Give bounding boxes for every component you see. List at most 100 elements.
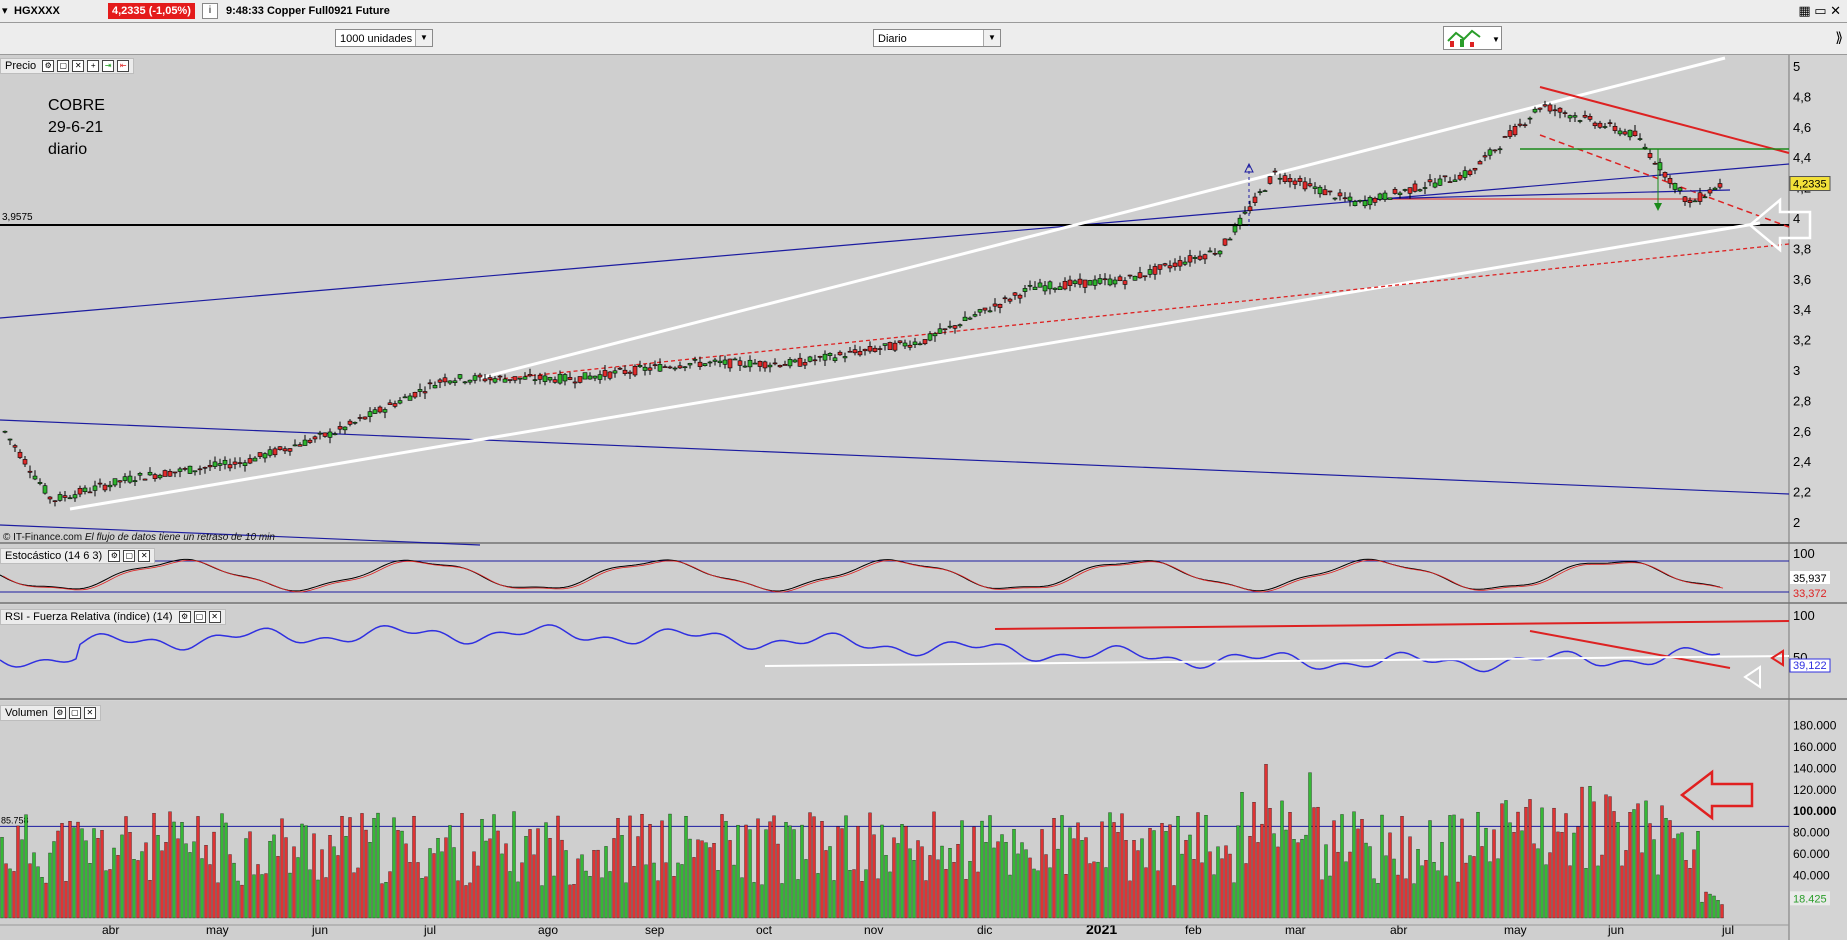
volume-bar (1692, 849, 1696, 919)
candle-body (1047, 281, 1053, 290)
arrow-down-icon (1654, 203, 1662, 211)
volume-bar (904, 826, 908, 919)
info-icon[interactable]: i (202, 3, 218, 19)
rsi-tick-100: 100 (1793, 608, 1815, 623)
volume-bar (568, 884, 572, 919)
window-controls[interactable]: ▦ ▭ ✕ (1798, 3, 1841, 18)
candle-body (1007, 298, 1013, 302)
candle-body (1457, 174, 1463, 180)
candle-body (597, 374, 603, 380)
volume-bar (1708, 893, 1712, 919)
volume-bar (348, 817, 352, 919)
volume-bar (984, 842, 988, 919)
close-icon[interactable]: ✕ (208, 611, 221, 624)
volume-bar (428, 848, 432, 919)
volume-bar (1600, 854, 1604, 919)
volume-bar (92, 828, 96, 919)
volume-bar (920, 846, 924, 919)
maximize-icon[interactable]: ▢ (123, 550, 136, 563)
maximize-icon[interactable]: ▢ (193, 611, 206, 624)
volume-bar (1524, 807, 1528, 919)
candle-body (647, 367, 653, 371)
volume-bar (1636, 803, 1640, 919)
volume-bar (696, 839, 700, 919)
volume-bar (1596, 865, 1600, 919)
volume-bar (1652, 839, 1656, 919)
candle-body (1637, 138, 1643, 140)
candle-body (677, 365, 683, 369)
wrench-icon[interactable]: ⚙ (53, 707, 66, 720)
candle-body (1022, 288, 1028, 292)
volume-bar (320, 849, 324, 919)
volume-bar (1644, 800, 1648, 919)
volume-bar (780, 883, 784, 919)
remove-icon[interactable]: ⇤ (117, 60, 130, 73)
x-tick-label: jun (1607, 923, 1624, 937)
volume-bar (476, 865, 480, 919)
chart-toolbar: 1000 unidades ▼ Diario ▼ ▼ ⟫ (0, 23, 1847, 55)
candle-body (1437, 178, 1443, 186)
volume-bar (1124, 840, 1128, 919)
volume-bar (460, 813, 464, 919)
menu-dropdown-icon[interactable]: ▾ (2, 5, 8, 17)
units-select[interactable]: 1000 unidades ▼ (335, 29, 433, 47)
candle-body (357, 417, 363, 419)
candle-body (717, 360, 723, 364)
candle-body (1422, 187, 1428, 189)
maximize-icon[interactable]: ▢ (68, 707, 81, 720)
candle-body (847, 350, 853, 353)
volume-bar (28, 863, 32, 919)
volume-bar (684, 815, 688, 919)
close-icon[interactable]: ✕ (83, 707, 96, 720)
volume-bar (1120, 813, 1124, 919)
add-icon[interactable]: + (87, 60, 100, 73)
candle-body (977, 309, 983, 313)
volume-bar (1332, 820, 1336, 919)
close-icon[interactable]: ✕ (72, 60, 85, 73)
volume-bar (40, 877, 44, 919)
candle-body (82, 487, 88, 492)
close-icon[interactable]: ✕ (138, 550, 151, 563)
symbol-label[interactable]: HGXXXX (14, 5, 60, 17)
volume-bar (936, 859, 940, 919)
price-tick-label: 2,6 (1793, 424, 1811, 439)
wrench-icon[interactable]: ⚙ (42, 60, 55, 73)
volume-bar (1180, 853, 1184, 919)
volume-bar (560, 839, 564, 919)
volume-bar (852, 869, 856, 919)
candle-body (1147, 269, 1153, 275)
candle-body (202, 466, 208, 469)
wrench-icon[interactable]: ⚙ (178, 611, 191, 624)
volume-bar (340, 816, 344, 919)
chart-type-dropdown[interactable]: ▼ (1490, 26, 1502, 50)
volume-bar (724, 821, 728, 919)
scroll-right-icon[interactable]: ⟫ (1835, 29, 1843, 45)
volume-bar (740, 877, 744, 919)
volume-bar (944, 869, 948, 919)
volume-bar (208, 864, 212, 919)
period-select[interactable]: Diario ▼ (873, 29, 1001, 47)
volume-bar (1152, 830, 1156, 919)
rsi-down-trend-red (1529, 630, 1731, 669)
export-icon[interactable]: ⇥ (102, 60, 115, 73)
maximize-icon[interactable]: ▢ (57, 60, 70, 73)
wrench-icon[interactable]: ⚙ (108, 550, 121, 563)
volume-bar (960, 820, 964, 919)
candle-body (1402, 189, 1408, 191)
chart-type-button[interactable] (1443, 26, 1491, 50)
volume-bar (1696, 831, 1700, 919)
volume-bar (496, 830, 500, 919)
volume-bar (368, 842, 372, 919)
volume-bar (648, 823, 652, 919)
chart-area[interactable]: 22,22,42,62,833,23,43,63,844,24,44,64,85… (0, 55, 1847, 940)
candle-body (712, 359, 718, 362)
candle-body (457, 374, 463, 379)
volume-bar (1048, 867, 1052, 919)
period-select-value: Diario (878, 33, 907, 45)
volume-bar (988, 815, 992, 919)
volume-bar (440, 851, 444, 919)
volume-bar (248, 831, 252, 919)
candle-body (1617, 130, 1623, 135)
candle-body (547, 377, 553, 381)
volume-bar (564, 850, 568, 919)
